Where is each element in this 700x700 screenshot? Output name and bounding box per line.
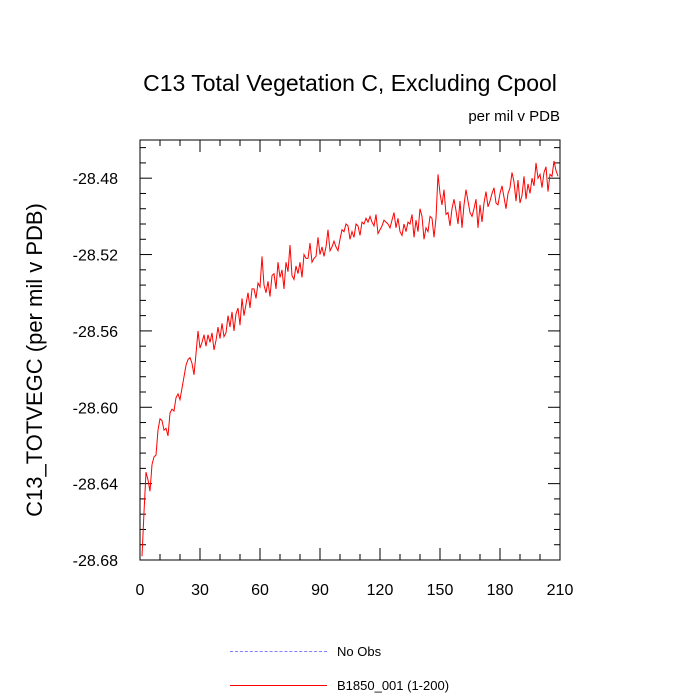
x-tick-label: 90 — [311, 582, 329, 599]
x-tick-label: 0 — [136, 582, 145, 599]
legend-swatch-dashed — [230, 650, 327, 652]
plot-area: 0 30 60 90 120 150 180 210 -28.68 -28.64 -28.60 -28… — [73, 139, 574, 599]
x-tick-label: 210 — [547, 582, 574, 599]
chart-title: C13 Total Vegetation C, Excluding Cpool — [143, 70, 557, 96]
x-tick-label: 180 — [487, 582, 514, 599]
series-line-b1850 — [141, 160, 559, 557]
y-tick-label: -28.56 — [73, 324, 118, 341]
y-tick-label: -28.60 — [73, 400, 118, 417]
legend-swatch-solid — [230, 684, 327, 686]
x-tick-label: 120 — [367, 582, 394, 599]
x-tick-label: 60 — [251, 582, 269, 599]
y-tick-label: -28.48 — [73, 171, 118, 188]
legend-label: B1850_001 (1-200) — [337, 677, 450, 693]
y-tick-label: -28.52 — [73, 248, 118, 265]
y-tick-label: -28.64 — [73, 477, 118, 494]
legend-item-b1850: B1850_001 (1-200) — [230, 675, 449, 695]
legend-item-no-obs: No Obs — [230, 641, 381, 661]
legend-label: No Obs — [337, 643, 382, 659]
y-tick-label: -28.68 — [73, 553, 118, 570]
plot-frame — [139, 139, 561, 561]
x-tick-label: 150 — [427, 582, 454, 599]
x-tick-label: 30 — [191, 582, 209, 599]
units-label: per mil v PDB — [468, 108, 560, 125]
